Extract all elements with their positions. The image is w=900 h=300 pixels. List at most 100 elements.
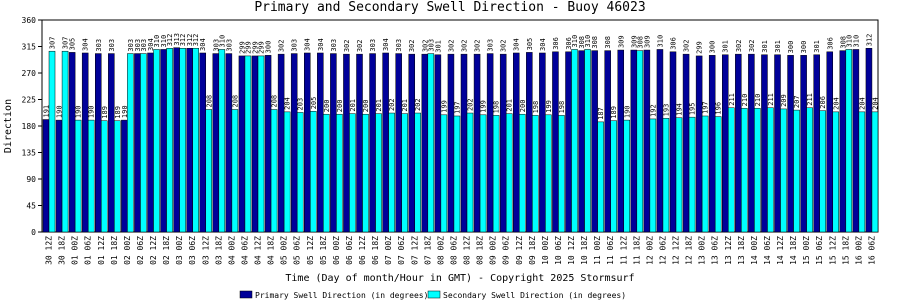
value-label: 310 <box>845 35 853 48</box>
x-tick-label: 07 06Z <box>397 236 406 265</box>
value-label: 202 <box>414 98 422 111</box>
value-label: 299 <box>238 41 246 54</box>
y-tick-label: 0 <box>31 228 36 237</box>
value-label: 210 <box>741 94 749 107</box>
value-label: 301 <box>774 40 782 53</box>
value-label: 312 <box>192 34 200 47</box>
secondary-bar <box>336 113 343 233</box>
value-label: 301 <box>722 40 730 53</box>
value-label: 299 <box>244 41 252 54</box>
value-label: 303 <box>369 39 377 52</box>
primary-bar <box>486 53 494 233</box>
value-label: 302 <box>421 39 429 52</box>
value-label: 190 <box>88 105 96 118</box>
x-tick-label: 04 12Z <box>254 236 263 265</box>
x-tick-label: 08 18Z <box>476 236 485 265</box>
x-tick-label: 08 12Z <box>463 236 472 265</box>
x-tick-label: 03 06Z <box>188 236 197 265</box>
secondary-bar <box>74 119 82 233</box>
primary-bar <box>865 48 873 233</box>
secondary-bar <box>675 117 683 233</box>
secondary-bar <box>545 114 552 233</box>
primary-bar <box>395 53 402 233</box>
y-tick-label: 135 <box>22 149 37 158</box>
x-tick-label: 10 06Z <box>554 236 563 265</box>
primary-bar <box>81 52 89 233</box>
value-label: 198 <box>493 101 501 114</box>
secondary-bar <box>754 108 761 233</box>
value-label: 187 <box>597 107 605 120</box>
primary-bar <box>369 53 376 233</box>
value-label: 310 <box>160 35 168 48</box>
value-label: 190 <box>75 105 83 118</box>
value-label: 302 <box>278 39 286 52</box>
secondary-bar <box>767 107 774 233</box>
primary-bar <box>656 49 664 233</box>
x-tick-label: 10 00Z <box>541 236 550 265</box>
legend: Primary Swell Direction (in degrees) Seco… <box>239 290 626 300</box>
x-tick-label: 14 12Z <box>776 236 785 265</box>
secondary-bar <box>388 112 395 233</box>
value-label: 209 <box>780 94 788 107</box>
value-label: 301 <box>813 40 821 53</box>
secondary-bar <box>270 109 278 233</box>
value-label: 303 <box>108 39 116 52</box>
primary-bar <box>343 53 350 233</box>
value-label: 307 <box>49 37 57 50</box>
primary-bar <box>761 54 768 233</box>
x-tick-label: 11 00Z <box>593 236 602 265</box>
value-label: 203 <box>297 98 305 111</box>
value-label: 304 <box>317 38 325 51</box>
x-tick-label: 01 06Z <box>84 236 93 265</box>
x-tick-label: 16 06Z <box>867 236 876 265</box>
x-tick-label: 09 18Z <box>528 236 537 265</box>
primary-bar <box>225 53 233 233</box>
secondary-bar <box>571 49 578 233</box>
secondary-bar <box>558 115 565 233</box>
secondary-bar <box>375 113 382 233</box>
value-label: 302 <box>500 39 508 52</box>
secondary-bar <box>61 50 69 233</box>
value-label: 310 <box>571 35 579 48</box>
x-tick-label: 05 06Z <box>293 236 302 265</box>
value-label: 300 <box>265 41 273 54</box>
secondary-bar <box>453 115 461 233</box>
value-label: 200 <box>336 100 344 113</box>
value-label: 206 <box>819 96 827 109</box>
secondary-bar <box>806 107 813 233</box>
x-tick-label: 02 06Z <box>136 236 145 265</box>
value-label: 204 <box>871 97 879 110</box>
secondary-bar <box>728 107 735 233</box>
primary-bar <box>826 51 834 233</box>
y-tick-label: 315 <box>22 43 37 52</box>
primary-bar <box>682 53 690 233</box>
secondary-bar <box>440 114 448 233</box>
x-tick-label: 06 06Z <box>345 236 354 265</box>
x-tick-label: 13 00Z <box>698 236 707 265</box>
secondary-bar <box>845 49 853 233</box>
value-label: 199 <box>545 100 553 113</box>
legend-swatch <box>427 290 441 299</box>
x-tick-label: 16 00Z <box>854 236 863 265</box>
value-label: 303 <box>140 39 148 52</box>
secondary-bar <box>793 109 800 233</box>
x-tick-label: 11 18Z <box>632 236 641 265</box>
value-label: 208 <box>271 95 279 108</box>
value-label: 302 <box>735 39 743 52</box>
value-label: 211 <box>806 93 814 106</box>
primary-bar <box>95 53 102 233</box>
primary-bar <box>513 52 520 233</box>
value-label: 304 <box>147 38 155 51</box>
x-tick-label: 01 18Z <box>110 236 119 265</box>
value-label: 204 <box>284 97 292 110</box>
secondary-bar <box>662 118 670 233</box>
y-tick-label: 225 <box>22 96 37 105</box>
x-tick-label: 07 18Z <box>423 236 432 265</box>
value-label: 200 <box>519 100 527 113</box>
secondary-bar <box>623 119 631 233</box>
primary-bar <box>722 54 729 233</box>
secondary-bar <box>153 49 160 233</box>
value-label: 201 <box>401 99 409 112</box>
primary-bar <box>552 51 559 233</box>
primary-bar <box>526 52 533 233</box>
